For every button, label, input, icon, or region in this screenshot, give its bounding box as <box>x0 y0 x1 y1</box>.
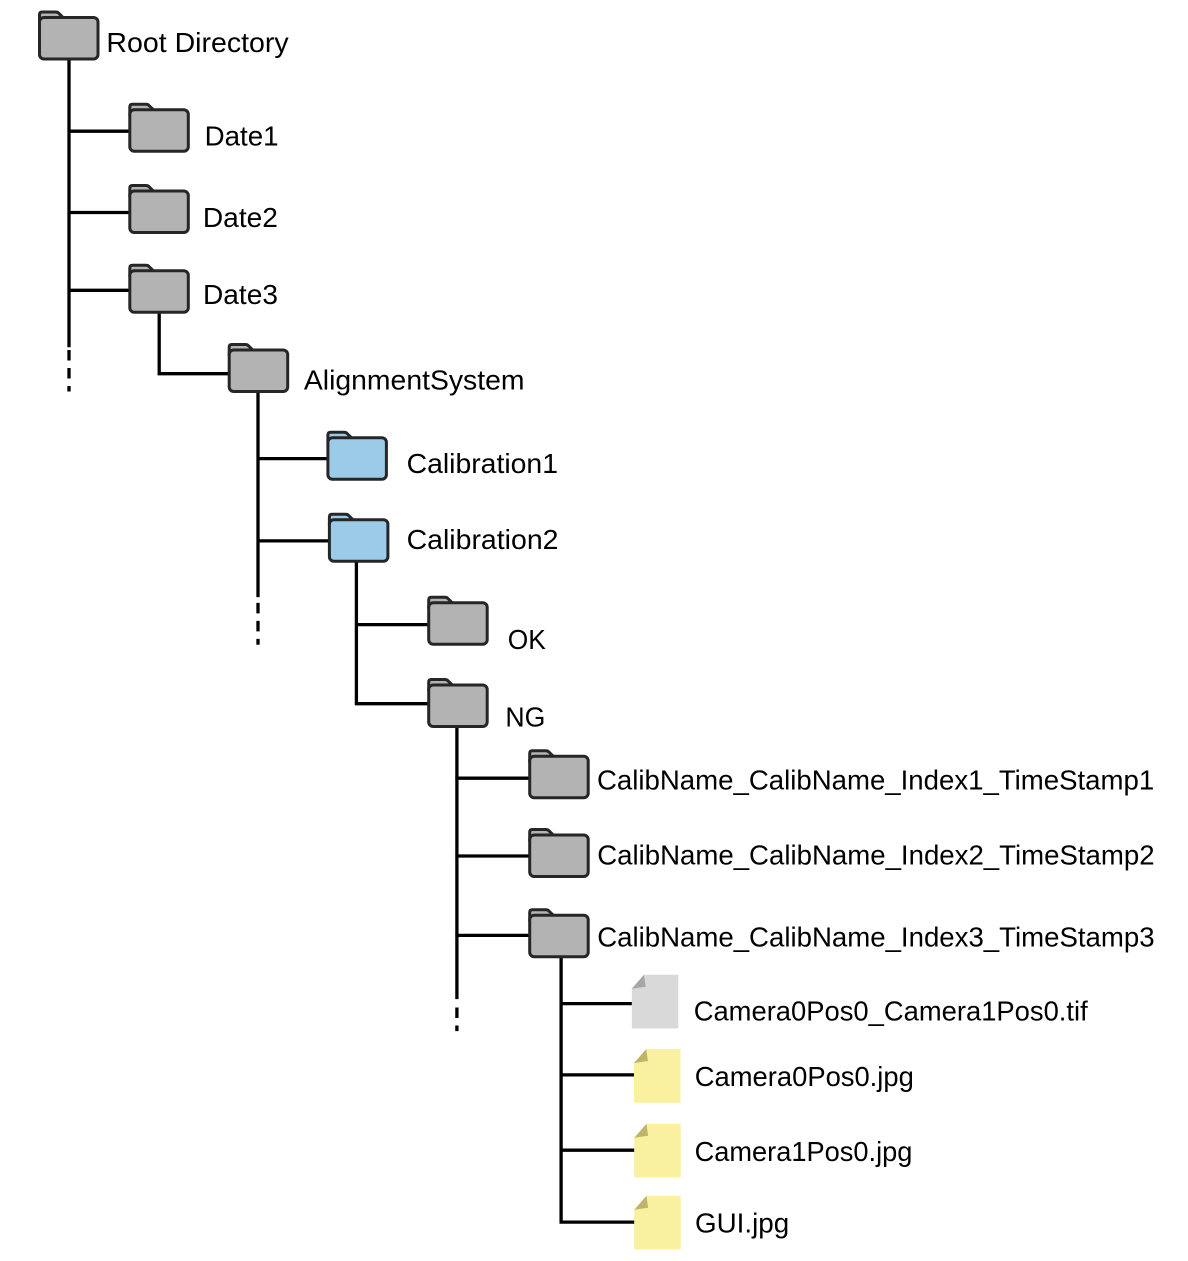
svg-text:Root Directory: Root Directory <box>106 27 289 58</box>
svg-text:Date1: Date1 <box>205 121 279 152</box>
svg-text:GUI.jpg: GUI.jpg <box>695 1207 789 1238</box>
svg-text:CalibName_CalibName_Index3_Tim: CalibName_CalibName_Index3_TimeStamp3 <box>597 921 1154 952</box>
svg-text:NG: NG <box>505 701 545 732</box>
svg-text:Calibration2: Calibration2 <box>407 524 559 555</box>
svg-text:Camera0Pos0_Camera1Pos0.tif: Camera0Pos0_Camera1Pos0.tif <box>694 995 1088 1026</box>
svg-text:Calibration1: Calibration1 <box>407 448 558 479</box>
svg-text:AlignmentSystem: AlignmentSystem <box>304 365 525 396</box>
svg-text:CalibName_CalibName_Index1_Tim: CalibName_CalibName_Index1_TimeStamp1 <box>597 764 1154 795</box>
svg-text:Date3: Date3 <box>203 279 278 310</box>
svg-text:Camera0Pos0.jpg: Camera0Pos0.jpg <box>695 1061 914 1092</box>
svg-text:Camera1Pos0.jpg: Camera1Pos0.jpg <box>695 1136 913 1167</box>
svg-text:OK: OK <box>508 624 547 655</box>
svg-text:CalibName_CalibName_Index2_Tim: CalibName_CalibName_Index2_TimeStamp2 <box>597 839 1154 870</box>
svg-text:Date2: Date2 <box>203 202 278 233</box>
